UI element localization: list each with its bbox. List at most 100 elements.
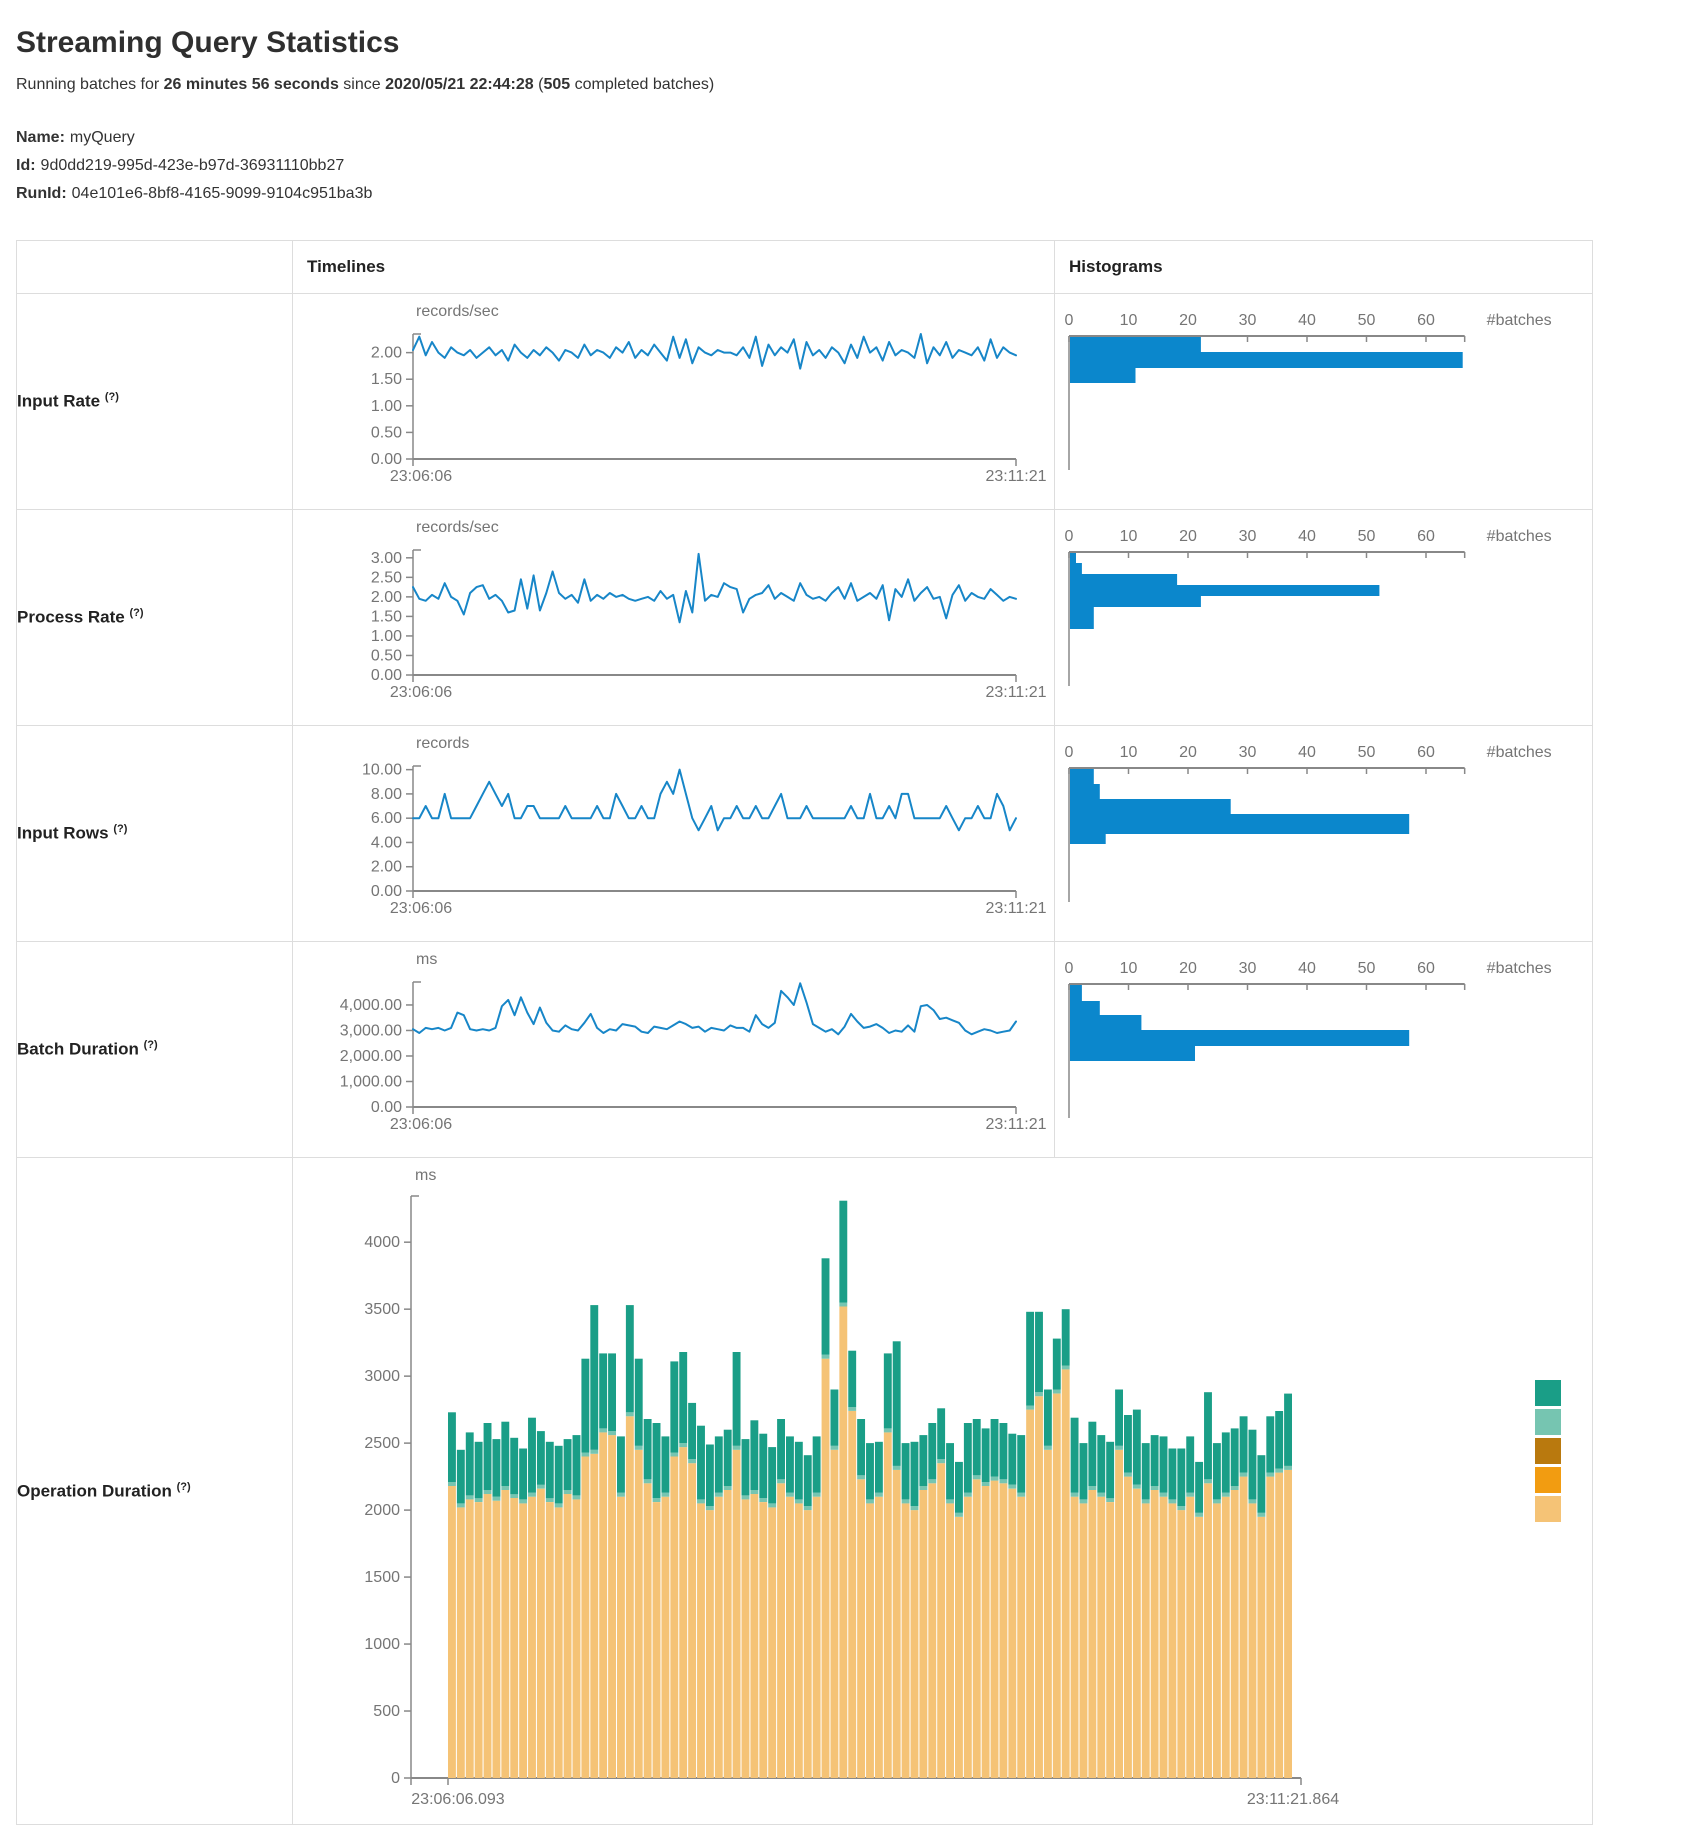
svg-text:0.00: 0.00 <box>371 667 402 684</box>
svg-text:4,000.00: 4,000.00 <box>340 997 402 1014</box>
svg-text:1000: 1000 <box>364 1636 400 1653</box>
operation-duration-stacked-chart: ms 0 500 1000 1500 2000 2500 3000 3500 4000 23:06:… <box>364 1167 1561 1808</box>
svg-text:40: 40 <box>1298 312 1316 329</box>
svg-text:8.00: 8.00 <box>371 786 402 803</box>
input-rate-histogram-chart: 0 10 20 30 40 50 60 #batches <box>1065 312 1552 470</box>
id-value: 9d0dd219-995d-423e-b97d-36931110bb27 <box>40 157 345 174</box>
help-icon[interactable]: (?) <box>176 1480 191 1493</box>
svg-text:50: 50 <box>1358 528 1376 545</box>
svg-text:records/sec: records/sec <box>416 519 499 536</box>
input-rows-label-cell: Input Rows (?) <box>16 725 293 942</box>
help-icon[interactable]: (?) <box>129 607 144 620</box>
runid-value: 04e101e6-8bf8-4165-9099-9104c951ba3b <box>71 185 373 202</box>
svg-text:23:11:21: 23:11:21 <box>985 1116 1046 1133</box>
process-rate-label-cell: Process Rate (?) <box>16 509 293 726</box>
batch-duration-histogram-cell: 0 10 20 30 40 50 60 #batches <box>1054 941 1593 1158</box>
svg-text:10: 10 <box>1120 744 1138 761</box>
operation-duration-label-cell: Operation Duration (?) <box>16 1157 293 1825</box>
svg-text:1.00: 1.00 <box>371 628 402 645</box>
completed-batch-count: 505 <box>543 76 571 93</box>
svg-text:60: 60 <box>1417 312 1435 329</box>
svg-text:2,000.00: 2,000.00 <box>340 1048 402 1065</box>
svg-text:0.00: 0.00 <box>371 451 402 468</box>
operation-duration-chart-cell: ms 0 500 1000 1500 2000 2500 3000 3500 4000 23:06:… <box>292 1157 1593 1825</box>
svg-text:23:06:06: 23:06:06 <box>390 684 452 701</box>
process-rate-row: Process Rate (?) records/sec 0.00 0.50 1.00… <box>16 509 1593 726</box>
input-rows-histogram-cell: 0 10 20 30 40 50 60 #batches <box>1054 725 1593 942</box>
summary-since: since <box>338 76 386 93</box>
input-rate-timeline-cell: records/sec 0.00 0.50 1.00 1.50 2.00 23:06:06 2… <box>292 293 1055 510</box>
help-icon[interactable]: (?) <box>113 823 128 836</box>
svg-text:20: 20 <box>1179 744 1197 761</box>
svg-text:20: 20 <box>1179 312 1197 329</box>
legend-swatch <box>1535 1438 1561 1464</box>
svg-text:60: 60 <box>1417 528 1435 545</box>
svg-text:#batches: #batches <box>1487 528 1552 545</box>
svg-text:2.00: 2.00 <box>371 589 402 606</box>
running-batches-summary: Running batches for 26 minutes 56 second… <box>16 76 1677 94</box>
svg-text:3,000.00: 3,000.00 <box>340 1022 402 1039</box>
svg-text:4000: 4000 <box>364 1234 400 1251</box>
svg-text:30: 30 <box>1239 960 1257 977</box>
running-duration: 26 minutes 56 seconds <box>163 76 339 93</box>
svg-text:23:11:21: 23:11:21 <box>985 684 1046 701</box>
svg-text:23:11:21: 23:11:21 <box>985 468 1046 485</box>
svg-text:1.00: 1.00 <box>371 398 402 415</box>
svg-text:ms: ms <box>415 1167 436 1184</box>
svg-text:23:06:06: 23:06:06 <box>390 900 452 917</box>
process-rate-timeline-cell: records/sec 0.00 0.50 1.00 1.50 2.00 2.50 3.00 2… <box>292 509 1055 726</box>
svg-text:60: 60 <box>1417 744 1435 761</box>
batch-duration-row: Batch Duration (?) ms 0.00 1,000.00 2,000.0… <box>16 941 1593 1158</box>
svg-text:10.00: 10.00 <box>362 762 402 779</box>
svg-text:3.00: 3.00 <box>371 550 402 567</box>
svg-text:1.50: 1.50 <box>371 608 402 625</box>
svg-text:4.00: 4.00 <box>371 834 402 851</box>
batch-duration-label: Batch Duration <box>17 1039 139 1059</box>
operation-duration-label: Operation Duration <box>17 1481 172 1501</box>
svg-text:40: 40 <box>1298 960 1316 977</box>
name-value: myQuery <box>69 129 135 146</box>
svg-text:10: 10 <box>1120 960 1138 977</box>
timelines-header: Timelines <box>292 240 1055 294</box>
svg-text:23:06:06: 23:06:06 <box>390 1116 452 1133</box>
svg-text:ms: ms <box>416 951 437 968</box>
svg-text:2500: 2500 <box>364 1435 400 1452</box>
help-icon[interactable]: (?) <box>143 1039 158 1052</box>
svg-text:23:06:06.093: 23:06:06.093 <box>411 1791 505 1808</box>
legend-swatch <box>1535 1380 1561 1406</box>
histograms-header: Histograms <box>1054 240 1593 294</box>
input-rows-label: Input Rows <box>17 823 109 843</box>
table-header-row: Timelines Histograms <box>16 240 1593 294</box>
name-label: Name: <box>16 129 65 146</box>
input-rows-histogram-chart: 0 10 20 30 40 50 60 #batches <box>1065 744 1552 902</box>
svg-text:0: 0 <box>1065 312 1074 329</box>
statistics-table: Timelines Histograms Input Rate (?) reco… <box>16 240 1593 1825</box>
query-metadata: Name: myQuery Id: 9d0dd219-995d-423e-b97d-… <box>16 124 1677 208</box>
legend-swatch <box>1535 1496 1561 1522</box>
legend-swatch <box>1535 1467 1561 1493</box>
svg-text:6.00: 6.00 <box>371 810 402 827</box>
svg-text:23:11:21.864: 23:11:21.864 <box>1247 1791 1339 1808</box>
svg-text:2.00: 2.00 <box>371 345 402 362</box>
input-rows-timeline-chart: records 0.00 2.00 4.00 6.00 8.00 10.00 23:06:06… <box>362 735 1047 917</box>
svg-text:30: 30 <box>1239 744 1257 761</box>
svg-text:0.50: 0.50 <box>371 424 402 441</box>
svg-text:30: 30 <box>1239 528 1257 545</box>
svg-text:40: 40 <box>1298 528 1316 545</box>
operation-duration-row: Operation Duration (?) ms 0 500 1000 1500 200… <box>16 1157 1593 1825</box>
batch-duration-timeline-cell: ms 0.00 1,000.00 2,000.00 3,000.00 4,000.00 23… <box>292 941 1055 1158</box>
svg-text:0.00: 0.00 <box>371 883 402 900</box>
svg-text:0: 0 <box>1065 528 1074 545</box>
svg-text:20: 20 <box>1179 960 1197 977</box>
page-title: Streaming Query Statistics <box>16 26 400 59</box>
svg-text:2.50: 2.50 <box>371 569 402 586</box>
svg-text:#batches: #batches <box>1487 960 1552 977</box>
input-rate-label-cell: Input Rate (?) <box>16 293 293 510</box>
summary-paren: ( <box>533 76 544 93</box>
svg-text:40: 40 <box>1298 744 1316 761</box>
help-icon[interactable]: (?) <box>104 391 119 404</box>
svg-text:500: 500 <box>373 1703 400 1720</box>
svg-text:2.00: 2.00 <box>371 859 402 876</box>
input-rows-row: Input Rows (?) records 0.00 2.00 4.00 6.00 8.… <box>16 725 1593 942</box>
svg-text:60: 60 <box>1417 960 1435 977</box>
